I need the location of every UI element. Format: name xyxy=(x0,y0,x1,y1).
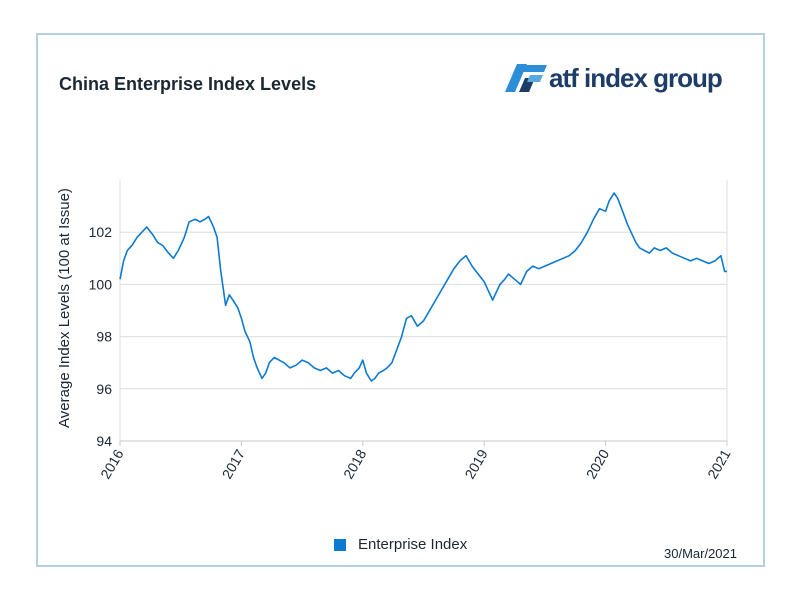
legend-label-enterprise-index: Enterprise Index xyxy=(358,536,468,553)
atf-logo-mark-icon xyxy=(505,64,547,92)
logo-text: atf index group xyxy=(549,63,723,93)
y-tick-label: 98 xyxy=(96,329,112,345)
x-tick-label: 2019 xyxy=(461,446,491,481)
y-tick-label: 102 xyxy=(89,224,113,240)
chart-title: China Enterprise Index Levels xyxy=(59,74,317,94)
x-tick-label: 2016 xyxy=(97,446,127,481)
legend-swatch-enterprise-index xyxy=(334,539,346,551)
axes xyxy=(119,180,728,446)
tick-labels: 94 96 98 100 102 2016 2017 2018 2019 2020 2021 xyxy=(89,224,734,481)
chart-frame xyxy=(36,33,765,567)
series-lines xyxy=(119,192,727,382)
x-tick-label: 2017 xyxy=(219,446,249,481)
atf-logo: atf index group xyxy=(503,62,733,94)
x-tick-label: 2018 xyxy=(340,446,370,481)
x-tick-label: 2021 xyxy=(704,446,734,481)
gridlines xyxy=(120,231,727,390)
y-tick-label: 96 xyxy=(96,381,112,397)
series-line-enterprise-index xyxy=(119,192,727,382)
y-tick-label: 100 xyxy=(89,276,113,292)
y-axis-title: Average Index Levels (100 at Issue) xyxy=(56,188,73,428)
y-tick-label: 94 xyxy=(96,433,112,449)
x-tick-label: 2020 xyxy=(583,446,613,481)
date-stamp: 30/Mar/2021 xyxy=(664,546,737,561)
